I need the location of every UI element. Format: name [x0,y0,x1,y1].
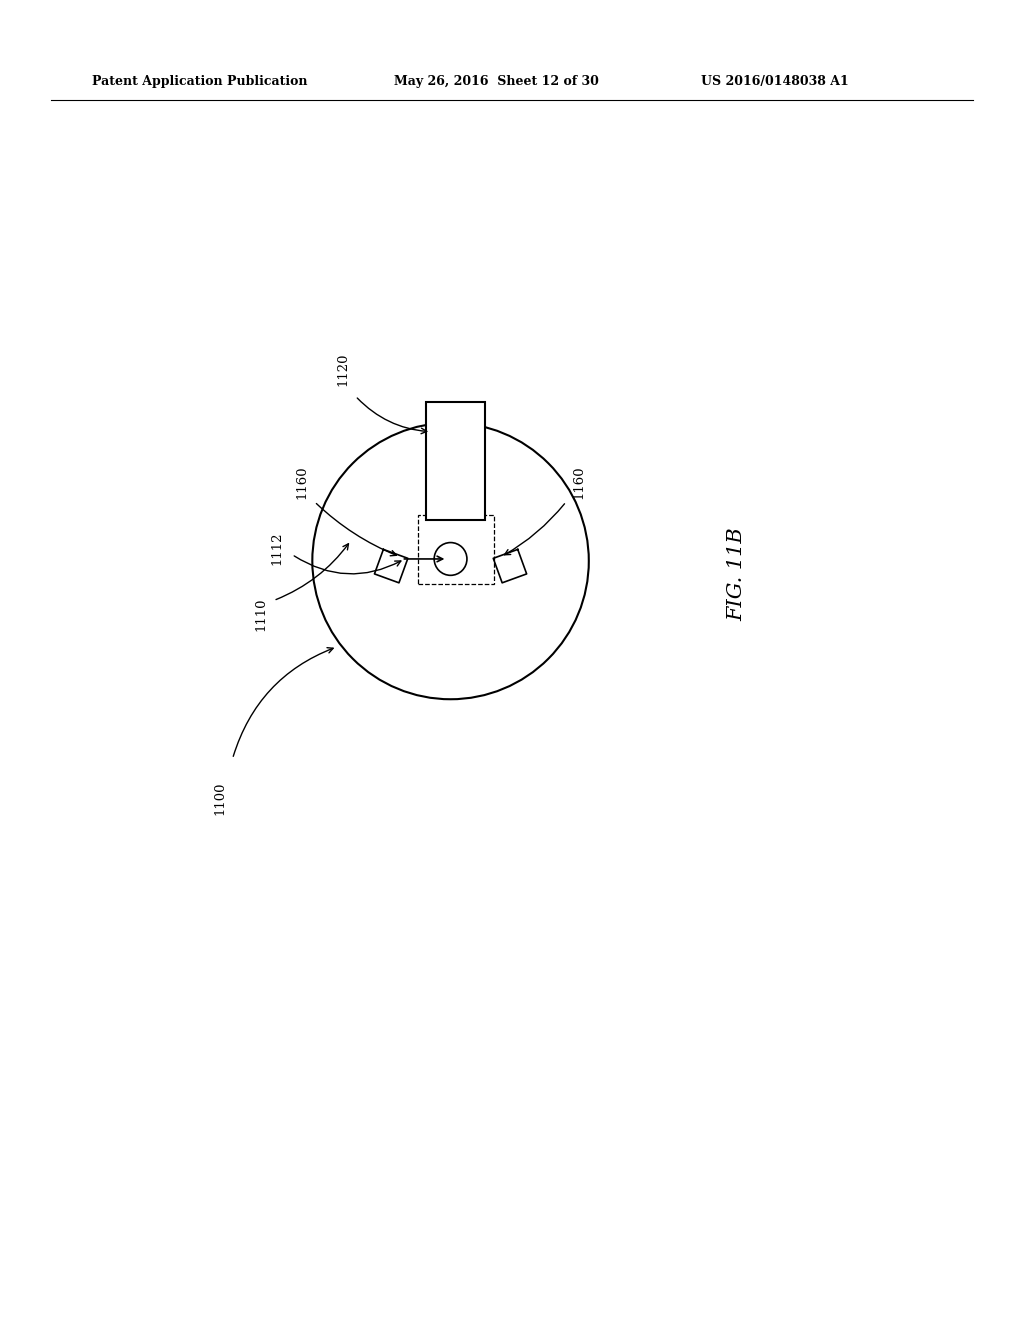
Text: 1160: 1160 [296,465,308,499]
Text: 1160: 1160 [572,465,585,499]
Text: 1120: 1120 [337,352,349,387]
Text: FIG. 11B: FIG. 11B [728,527,746,622]
Text: US 2016/0148038 A1: US 2016/0148038 A1 [701,75,849,88]
Bar [426,403,485,520]
Text: 1100: 1100 [214,781,226,816]
Bar [418,515,494,583]
Text: Patent Application Publication: Patent Application Publication [92,75,307,88]
Text: 1112: 1112 [270,531,283,565]
Text: May 26, 2016  Sheet 12 of 30: May 26, 2016 Sheet 12 of 30 [394,75,599,88]
Text: 1110: 1110 [255,597,267,631]
